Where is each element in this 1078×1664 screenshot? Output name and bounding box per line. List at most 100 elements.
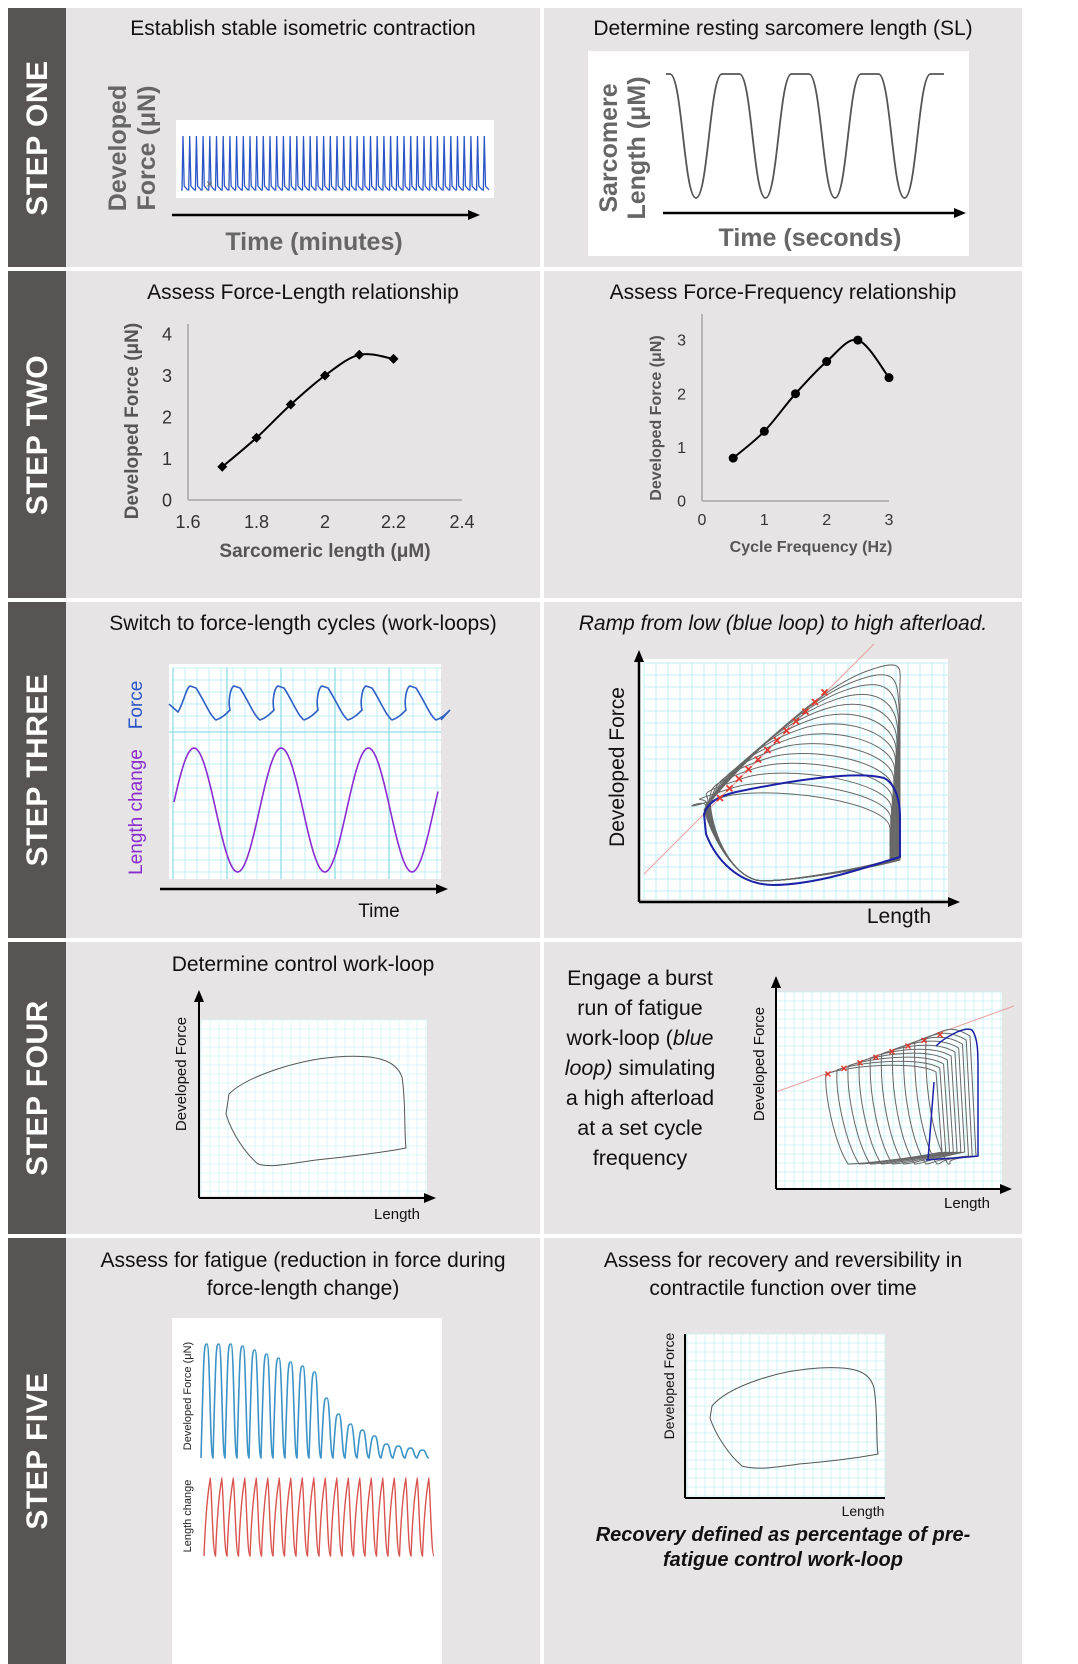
recovery-work-loop-chart: Developed Force Length — [661, 1332, 886, 1519]
step1-right-xlabel: Time (seconds) — [719, 224, 902, 252]
step2-right-panel: Assess Force-Frequency relationship 0 1 2 3… — [544, 271, 1022, 598]
step3-left-xlabel: Time — [358, 901, 400, 922]
step5-right-title-2: contractile function over time — [649, 1277, 917, 1300]
fatigue-length-label: Length change — [182, 1480, 194, 1553]
step3-right-title: Ramp from low (blue loop) to high afterl… — [578, 612, 988, 635]
step-five-band: STEP FIVE — [8, 1238, 68, 1664]
desc-line-c: loop) — [564, 1056, 613, 1080]
fatigue-blue-loop — [925, 1028, 979, 1161]
step4-right-panel: Engage a burst run of fatigue work-loop … — [544, 942, 1022, 1234]
isometric-force-trace — [181, 135, 490, 191]
desc-line: a high afterload — [565, 1086, 715, 1110]
series-line — [221, 353, 394, 468]
step4-right-xlabel: Length — [944, 1195, 990, 1212]
svg-text:×: × — [206, 177, 213, 191]
y-axis-label: Developed Force (μN) — [122, 323, 143, 519]
recovery-work-loop — [709, 1367, 879, 1469]
desc-line: frequency — [592, 1146, 688, 1170]
data-point — [884, 373, 894, 383]
y-tick-label: 4 — [162, 324, 172, 344]
desc-line: Engage a burst — [567, 966, 713, 990]
low-afterload-blue-loop — [702, 774, 901, 887]
step4-left-xlabel: Length — [374, 1206, 420, 1223]
step2-left-panel: Assess Force-Length relationship 0 1 2 3 4 1.… — [66, 271, 540, 598]
data-point — [285, 399, 296, 410]
fatigue-loop — [903, 1036, 969, 1165]
fatigue-loop — [925, 1028, 977, 1165]
x-axis-label: Cycle Frequency (Hz) — [730, 539, 893, 556]
x-tick-label: 1.6 — [175, 512, 200, 532]
step5-left-panel: Assess for fatigue (reduction in force d… — [66, 1238, 540, 1664]
step4-left-ylabel: Developed Force — [173, 1017, 190, 1131]
length-change-trace — [173, 747, 439, 873]
recovery-footnote-1: Recovery defined as percentage of pre- — [595, 1524, 971, 1546]
step5-right-panel: Assess for recovery and reversibility in… — [544, 1238, 1022, 1664]
data-point — [791, 389, 800, 399]
x-tick-label: 0 — [698, 512, 707, 529]
step3-left-panel: Switch to force-length cycles (work-loop… — [66, 602, 540, 938]
x-tick-label: 1.8 — [244, 512, 269, 532]
desc-line-b: blue — [672, 1026, 714, 1050]
step3-right-panel: Ramp from low (blue loop) to high afterl… — [544, 602, 1022, 938]
x-tick-label: 2 — [822, 512, 831, 529]
fatigue-force-trace — [200, 1343, 430, 1459]
x-axis-label: Sarcomeric length (μM) — [219, 541, 430, 562]
x-tick-label: 3 — [885, 512, 894, 529]
y-tick-label: 3 — [162, 366, 172, 386]
step-four-band: STEP FOUR — [8, 942, 68, 1234]
step3-right-ylabel: Developed Force — [606, 687, 629, 847]
step-three-band: STEP THREE — [8, 602, 68, 938]
y-tick-label: 1 — [677, 440, 686, 457]
data-point — [728, 453, 738, 463]
sarcomere-length-chart: Sarcomere Length (μM) Time (seconds) — [588, 51, 969, 256]
x-tick-label: 1 — [760, 512, 769, 529]
force-trace-label: Force — [126, 681, 147, 730]
force-length-chart: 0 1 2 3 4 1.6 1.8 2 2.2 2.4 Sarcomeric length (μM)… — [122, 323, 475, 562]
data-point — [388, 353, 399, 364]
y-tick-label: 3 — [677, 333, 686, 350]
y-tick-label: 0 — [162, 490, 172, 510]
step-two-band: STEP TWO — [8, 271, 68, 598]
step4-right-ylabel: Developed Force — [751, 1007, 768, 1121]
desc-line: run of fatigue — [577, 996, 703, 1020]
data-point — [822, 357, 832, 367]
fatigue-burst-description: Engage a burst run of fatigue work-loop … — [552, 963, 728, 1173]
step5-right-ylabel: Developed Force — [661, 1332, 677, 1439]
step-three-label: STEP THREE — [21, 673, 54, 867]
step3-left-title: Switch to force-length cycles (work-loop… — [109, 612, 497, 635]
y-axis-label: Developed Force (μN) — [648, 335, 665, 500]
step-two-label: STEP TWO — [21, 354, 54, 515]
fatigue-traces-chart: Developed Force (μN) Length change — [172, 1318, 442, 1664]
step1-left-ylabel-2: Force (μN) — [133, 85, 161, 210]
afterload-ramp-chart: Developed Force Length — [606, 643, 960, 928]
desc-line: loop) simulating — [552, 1053, 728, 1083]
step5-left-title-2: force-length change) — [206, 1277, 400, 1300]
step5-right-title-1: Assess for recovery and reversibility in — [603, 1249, 963, 1272]
step5-right-xlabel: Length — [842, 1503, 885, 1519]
data-point — [354, 349, 365, 360]
y-tick-label: 1 — [162, 449, 172, 469]
step4-left-title: Determine control work-loop — [171, 953, 435, 976]
step3-right-xlabel: Length — [867, 905, 931, 928]
fatigue-loop — [858, 1052, 954, 1165]
fatigue-length-trace — [203, 1477, 435, 1557]
afterload-loop — [709, 664, 901, 882]
step2-left-title: Assess Force-Length relationship — [147, 281, 459, 304]
x-tick-label: 2.4 — [449, 512, 474, 532]
force-trace — [168, 685, 451, 721]
step5-left-title-1: Assess for fatigue (reduction in force d… — [100, 1249, 506, 1272]
y-tick-label: 2 — [677, 386, 686, 403]
data-point — [853, 335, 863, 345]
data-point — [759, 426, 769, 436]
fatigue-loop — [891, 1040, 966, 1165]
fatigue-loop — [880, 1044, 962, 1165]
data-point — [217, 461, 228, 472]
recovery-footnote-2: fatigue control work-loop — [663, 1549, 903, 1571]
fatigue-loop — [847, 1056, 951, 1165]
control-work-loop-chart: Developed Force Length — [173, 990, 436, 1223]
fatigue-loop — [836, 1060, 947, 1165]
work-loop-traces-chart: Force Length change Time — [126, 664, 451, 922]
step1-left-xlabel: Time (minutes) — [225, 228, 402, 256]
force-frequency-chart: 0 1 2 3 0 1 2 3 Cycle Frequency (Hz) Developed Fo… — [648, 314, 894, 556]
desc-line: work-loop (blue — [552, 1023, 728, 1053]
